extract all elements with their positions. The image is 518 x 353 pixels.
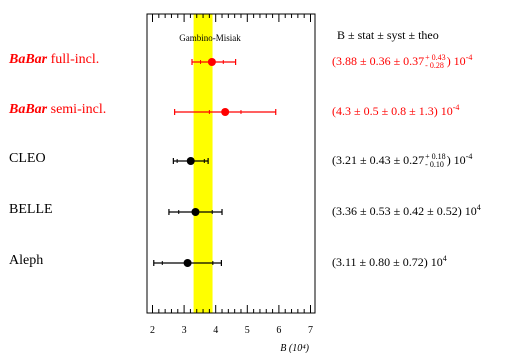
result-main: (3.36 ± 0.53 ± 0.42 ± 0.52) 10 bbox=[332, 204, 477, 218]
result-text: (3.36 ± 0.53 ± 0.42 ± 0.52) 104 bbox=[332, 203, 481, 219]
result-lead: (3.21 ± 0.43 ± 0.27 bbox=[332, 153, 425, 167]
x-tick-label: 3 bbox=[182, 325, 187, 336]
experiment-label: BaBar semi-incl. bbox=[9, 102, 106, 118]
result-main: (4.3 ± 0.5 ± 0.8 ± 1.3) 10 bbox=[332, 104, 453, 118]
data-point bbox=[221, 108, 230, 116]
experiment-name: BELLE bbox=[9, 202, 53, 217]
plot-frame bbox=[146, 13, 316, 314]
data-point bbox=[186, 157, 195, 165]
asym-plus: + 0.18 bbox=[425, 152, 446, 162]
results-header: B ± stat ± syst ± theo bbox=[337, 28, 439, 42]
result-exponent: 4 bbox=[442, 254, 447, 263]
asym-minus: - 0.28 bbox=[425, 61, 444, 71]
experiment-prefix: BaBar bbox=[9, 102, 48, 117]
band-label: Gambino-Misiak bbox=[179, 33, 241, 43]
result-tail: ) 10 bbox=[446, 153, 466, 167]
result-exponent: -4 bbox=[465, 152, 473, 161]
x-axis-label: B (10⁴) bbox=[280, 343, 309, 353]
result-text: (3.88 ± 0.36 ± 0.37 + 0.43- 0.28) 10-4 bbox=[332, 53, 472, 70]
x-tick-label: 6 bbox=[276, 325, 281, 336]
experiment-name: semi-incl. bbox=[47, 102, 107, 117]
experiment-name: full-incl. bbox=[47, 52, 100, 67]
data-point bbox=[207, 58, 216, 66]
result-exponent: -4 bbox=[452, 103, 460, 112]
x-tick-label: 2 bbox=[150, 325, 155, 336]
asym-plus: + 0.43 bbox=[425, 53, 446, 63]
data-point bbox=[183, 259, 192, 267]
result-tail: ) 10 bbox=[446, 54, 466, 68]
experiment-name: Aleph bbox=[9, 253, 44, 268]
experiment-name: CLEO bbox=[9, 151, 46, 166]
data-point bbox=[191, 208, 200, 216]
theory-band bbox=[193, 14, 213, 313]
experiment-label: CLEO bbox=[9, 151, 46, 167]
x-tick-label: 4 bbox=[213, 325, 218, 336]
experiment-label: BaBar full-incl. bbox=[9, 52, 99, 68]
experiment-prefix: BaBar bbox=[9, 52, 48, 67]
experiment-label: Aleph bbox=[9, 253, 43, 269]
experiment-label: BELLE bbox=[9, 202, 53, 218]
result-main: (3.11 ± 0.80 ± 0.72) 10 bbox=[332, 255, 443, 269]
x-tick-label: 7 bbox=[308, 325, 313, 336]
asym-minus: - 0.10 bbox=[425, 160, 444, 170]
asym-error: + 0.18- 0.10 bbox=[425, 153, 446, 169]
asym-error: + 0.43- 0.28 bbox=[425, 54, 446, 70]
result-exponent: 4 bbox=[476, 203, 481, 212]
result-exponent: -4 bbox=[465, 53, 473, 62]
result-lead: (3.88 ± 0.36 ± 0.37 bbox=[332, 54, 425, 68]
result-text: (3.11 ± 0.80 ± 0.72) 104 bbox=[332, 254, 447, 270]
result-text: (4.3 ± 0.5 ± 0.8 ± 1.3) 10-4 bbox=[332, 103, 459, 119]
result-text: (3.21 ± 0.43 ± 0.27 + 0.18- 0.10) 10-4 bbox=[332, 152, 472, 169]
x-tick-label: 5 bbox=[245, 325, 250, 336]
